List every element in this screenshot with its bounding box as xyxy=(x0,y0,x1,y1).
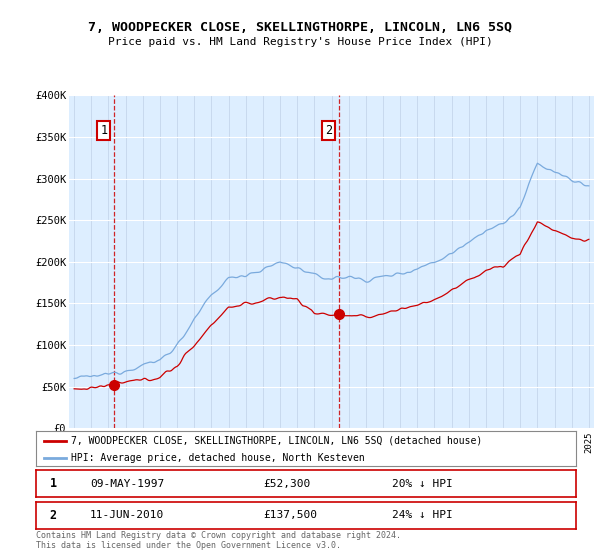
Text: 7, WOODPECKER CLOSE, SKELLINGTHORPE, LINCOLN, LN6 5SQ: 7, WOODPECKER CLOSE, SKELLINGTHORPE, LIN… xyxy=(88,21,512,34)
Text: Contains HM Land Registry data © Crown copyright and database right 2024.
This d: Contains HM Land Registry data © Crown c… xyxy=(36,531,401,550)
Text: 1: 1 xyxy=(49,477,56,491)
Text: 24% ↓ HPI: 24% ↓ HPI xyxy=(392,510,453,520)
Text: Price paid vs. HM Land Registry's House Price Index (HPI): Price paid vs. HM Land Registry's House … xyxy=(107,37,493,47)
Text: 20% ↓ HPI: 20% ↓ HPI xyxy=(392,479,453,489)
Text: HPI: Average price, detached house, North Kesteven: HPI: Average price, detached house, Nort… xyxy=(71,453,365,463)
Text: 11-JUN-2010: 11-JUN-2010 xyxy=(90,510,164,520)
Text: £52,300: £52,300 xyxy=(263,479,310,489)
Text: 7, WOODPECKER CLOSE, SKELLINGTHORPE, LINCOLN, LN6 5SQ (detached house): 7, WOODPECKER CLOSE, SKELLINGTHORPE, LIN… xyxy=(71,436,482,446)
Text: £137,500: £137,500 xyxy=(263,510,317,520)
Text: 2: 2 xyxy=(49,508,56,522)
Text: 2: 2 xyxy=(325,124,332,137)
Text: 09-MAY-1997: 09-MAY-1997 xyxy=(90,479,164,489)
Text: 1: 1 xyxy=(100,124,107,137)
